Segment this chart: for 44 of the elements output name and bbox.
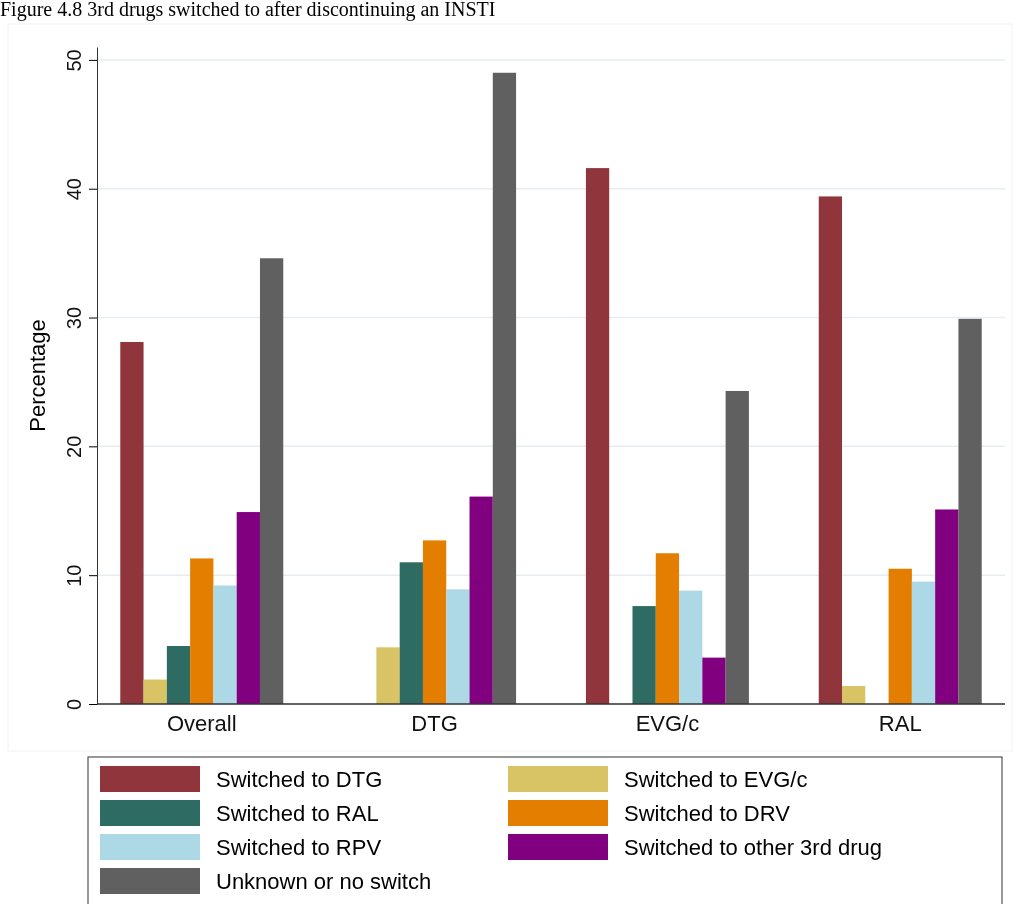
legend-label: Unknown or no switch xyxy=(216,869,432,894)
bar xyxy=(842,685,866,704)
bar xyxy=(818,196,843,704)
bar xyxy=(166,646,191,704)
bar xyxy=(469,496,493,704)
bar xyxy=(399,562,423,704)
x-tick-label: DTG xyxy=(411,711,458,737)
bar xyxy=(446,589,470,704)
bar xyxy=(888,568,912,704)
bar xyxy=(190,558,214,704)
bar xyxy=(911,581,936,704)
legend-label: Switched to RPV xyxy=(216,835,382,860)
legend-label: Switched to RAL xyxy=(216,801,379,826)
bar xyxy=(679,590,703,704)
x-tick-label: Overall xyxy=(166,711,237,737)
bar xyxy=(632,606,656,704)
y-tick-label: 0 xyxy=(63,698,85,711)
chart-title: Figure 4.8 3rd drugs switched to after discontinuing an INSTI xyxy=(0,0,496,21)
x-tick-label: EVG/c xyxy=(635,711,700,737)
y-tick-label: 20 xyxy=(63,435,85,458)
y-tick-label: 10 xyxy=(63,564,85,587)
x-tick-label: RAL xyxy=(878,711,922,737)
bar xyxy=(143,679,167,704)
bar xyxy=(376,647,400,704)
bar xyxy=(120,342,144,704)
bar xyxy=(259,258,284,704)
bar xyxy=(725,390,749,704)
bar xyxy=(422,540,447,704)
legend-label: Switched to EVG/c xyxy=(624,767,808,792)
legend-label: Switched to other 3rd drug xyxy=(624,835,883,860)
bar xyxy=(655,553,680,704)
bar xyxy=(236,512,260,704)
bar xyxy=(958,318,982,704)
legend-label: Switched to DTG xyxy=(216,767,383,792)
bar xyxy=(213,585,237,704)
legend-label: Switched to DRV xyxy=(624,801,791,826)
bar xyxy=(935,509,959,704)
y-axis-title: Percentage xyxy=(25,319,50,432)
bar xyxy=(702,657,726,704)
y-tick-label: 50 xyxy=(63,49,85,72)
bar xyxy=(492,72,517,704)
y-tick-label: 30 xyxy=(63,306,85,330)
bar xyxy=(585,168,610,704)
y-tick-label: 40 xyxy=(63,178,85,201)
